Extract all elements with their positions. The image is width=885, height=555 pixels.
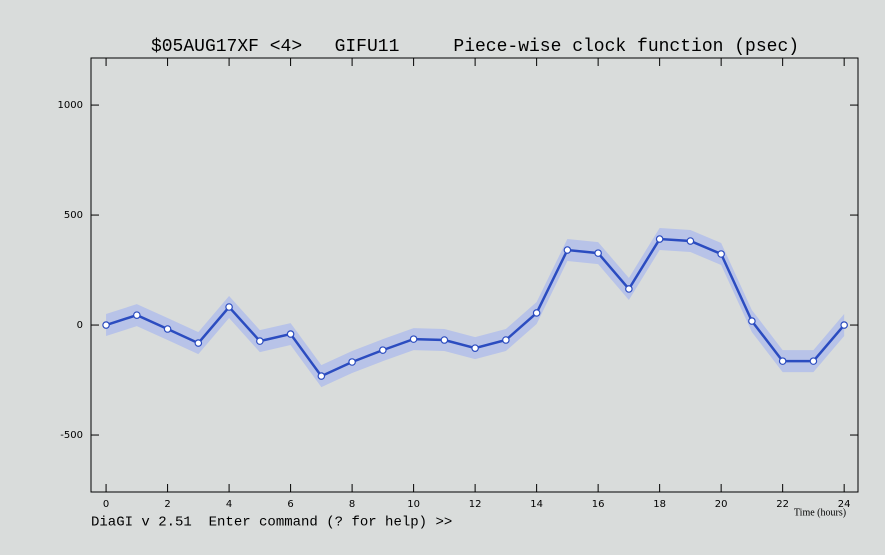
point xyxy=(379,346,387,354)
point xyxy=(748,317,756,325)
x-tick-label: 8 xyxy=(349,499,355,510)
point xyxy=(686,237,695,245)
point xyxy=(133,311,141,319)
point xyxy=(409,335,418,343)
x-tick-label: 0 xyxy=(103,499,109,510)
x-tick-label: 12 xyxy=(469,499,482,510)
point xyxy=(348,358,356,366)
y-tick-label: 500 xyxy=(64,210,83,221)
point xyxy=(440,336,449,344)
point xyxy=(717,250,725,258)
point xyxy=(225,303,233,311)
point xyxy=(102,321,110,329)
x-tick-label: 24 xyxy=(838,499,851,510)
x-tick-label: 18 xyxy=(653,499,666,510)
point xyxy=(163,325,172,333)
point xyxy=(256,337,264,345)
plot-frame xyxy=(90,57,859,493)
point xyxy=(840,321,848,329)
point xyxy=(502,336,510,344)
x-tick-label: 6 xyxy=(287,499,293,510)
x-tick-label: 10 xyxy=(407,499,420,510)
x-tick-label: 20 xyxy=(715,499,728,510)
error-band xyxy=(106,228,845,388)
x-tick-label: 4 xyxy=(226,499,232,510)
y-tick-label: 1000 xyxy=(58,100,83,111)
point xyxy=(471,344,479,352)
point xyxy=(809,357,818,365)
x-tick-label: 16 xyxy=(592,499,605,510)
x-tick-label: 22 xyxy=(776,499,789,510)
point xyxy=(317,372,326,380)
chart-title: $05AUG17XF <4> GIFU11 Piece-wise clock f… xyxy=(151,37,799,57)
point xyxy=(625,285,633,293)
y-tick-label: -500 xyxy=(60,430,83,441)
point xyxy=(655,235,664,243)
point xyxy=(194,339,203,347)
point xyxy=(594,249,602,257)
x-tick-label: 14 xyxy=(530,499,543,510)
y-tick-label: 0 xyxy=(77,320,83,331)
point xyxy=(563,246,572,254)
point xyxy=(778,357,787,365)
status-line: DiaGI v 2.51 Enter command (? for help) … xyxy=(91,515,452,531)
x-axis-label: Time (hours) xyxy=(794,507,846,518)
x-tick-label: 2 xyxy=(164,499,170,510)
point xyxy=(532,309,541,317)
point xyxy=(286,330,295,338)
